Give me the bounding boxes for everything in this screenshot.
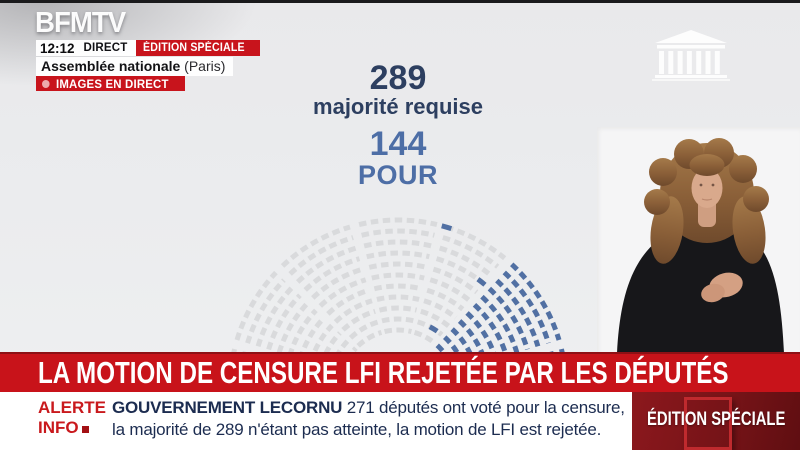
- clock-time: 12:12: [40, 40, 75, 56]
- alert-info-label: ALERTE INFO: [38, 398, 106, 438]
- votes-for-label: POUR: [357, 160, 438, 190]
- alert-word-2: INFO: [38, 418, 106, 438]
- bfmtv-logo: BFMTV: [35, 7, 126, 39]
- edition-speciale-box-label: ÉDITION SPÉCIALE: [647, 409, 786, 430]
- parliament-building-icon: [652, 30, 730, 81]
- edition-speciale-badge: ÉDITION SPÉCIALE: [135, 40, 261, 56]
- interpreter-panel: [597, 127, 800, 353]
- votes-for-value: 144: [369, 125, 427, 163]
- ticker-line-1: GOUVERNEMENT LECORNU 271 députés ont vot…: [112, 397, 627, 419]
- edition-square-decoration: [684, 397, 732, 450]
- time-pill: 12:12 DIRECT: [36, 40, 136, 56]
- top-letterbox-bar: [0, 0, 800, 3]
- alert-info-square-icon: [81, 426, 89, 433]
- location-name: Assemblée nationale: [41, 58, 181, 74]
- live-images-badge: IMAGES EN DIRECT: [36, 76, 185, 91]
- ticker-line1-rest: 271 députés ont voté pour la censure,: [342, 398, 625, 417]
- ticker-line-2: la majorité de 289 n'étant pas atteinte,…: [112, 420, 602, 439]
- live-images-label: IMAGES EN DIRECT: [56, 76, 169, 91]
- ticker-strip: ALERTE INFO GOUVERNEMENT LECORNU 271 dép…: [0, 392, 800, 450]
- sign-language-interpreter: [617, 138, 784, 353]
- edition-speciale-box: ÉDITION SPÉCIALE: [632, 392, 800, 450]
- live-dot-icon: [42, 79, 50, 88]
- majority-label: majorité requise: [313, 94, 483, 119]
- edition-speciale-badge-label: ÉDITION SPÉCIALE: [142, 42, 245, 54]
- direct-label: DIRECT: [83, 42, 128, 54]
- location-city: (Paris): [184, 58, 226, 74]
- headline-banner: LA MOTION DE CENSURE LFI REJETÉE PAR LES…: [0, 352, 800, 392]
- location-pill: Assemblée nationale (Paris): [36, 57, 234, 76]
- headline-text: LA MOTION DE CENSURE LFI REJETÉE PAR LES…: [38, 355, 729, 390]
- header-row-time: 12:12 DIRECT ÉDITION SPÉCIALE: [36, 40, 261, 56]
- ticker-text: GOUVERNEMENT LECORNU 271 députés ont vot…: [112, 397, 627, 441]
- majority-value: 289: [369, 59, 427, 97]
- vote-scoreboard: 289 majorité requise 144 POUR: [288, 59, 508, 190]
- ticker-topic: GOUVERNEMENT LECORNU: [112, 398, 343, 417]
- alert-word-1: ALERTE: [38, 398, 106, 417]
